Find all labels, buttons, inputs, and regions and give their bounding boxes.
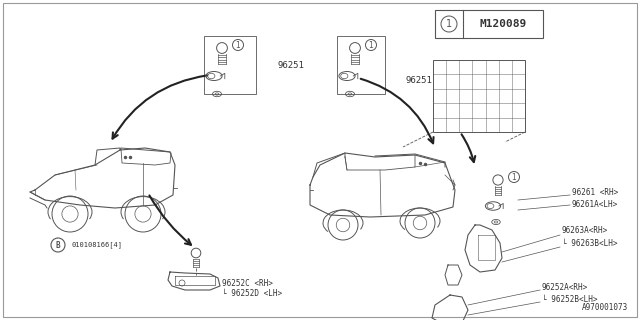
Text: 96261A<LH>: 96261A<LH> [572, 199, 618, 209]
Text: └ 96252D <LH>: └ 96252D <LH> [222, 289, 282, 298]
Text: 1: 1 [511, 172, 516, 181]
Text: 96251: 96251 [278, 60, 305, 69]
Text: 1: 1 [446, 19, 452, 29]
Text: 1: 1 [369, 41, 373, 50]
Text: A970001073: A970001073 [582, 303, 628, 312]
Bar [337, 36, 385, 94]
Text: 96252C <RH>: 96252C <RH> [222, 278, 273, 287]
Text: 010108166[4]: 010108166[4] [72, 242, 123, 248]
Text: 1: 1 [236, 41, 241, 50]
Bar [204, 36, 256, 94]
Text: 96263A<RH>: 96263A<RH> [562, 226, 608, 235]
Text: 96251: 96251 [405, 76, 432, 84]
Text: 96252A<RH>: 96252A<RH> [542, 283, 588, 292]
Text: 96261 <RH>: 96261 <RH> [572, 188, 618, 196]
Bar [433, 60, 525, 132]
Text: └ 96263B<LH>: └ 96263B<LH> [562, 238, 618, 247]
Bar [435, 10, 543, 38]
Text: └ 96252B<LH>: └ 96252B<LH> [542, 295, 598, 305]
Text: B: B [56, 241, 60, 250]
Text: M120089: M120089 [479, 19, 527, 29]
